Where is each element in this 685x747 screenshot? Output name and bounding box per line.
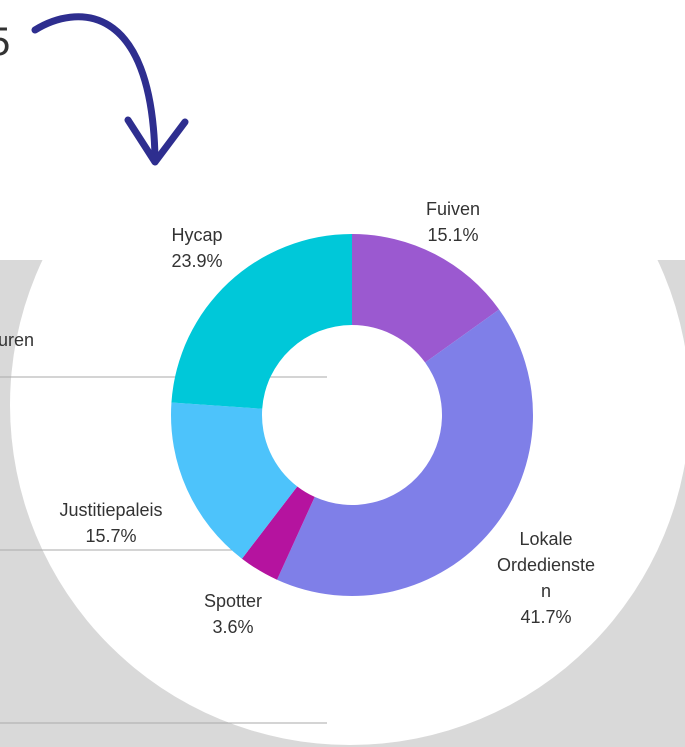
slice — [170, 402, 298, 559]
value-label: 15.7% — [85, 526, 137, 546]
cut-text: uren — [0, 330, 35, 350]
slice — [352, 234, 500, 363]
cut-text: 5 — [0, 18, 10, 66]
value-label: 41.7% — [520, 607, 572, 627]
slice — [171, 234, 352, 409]
value-label: 15.1% — [427, 225, 479, 245]
slice-label: Lokale Ordediensten 41.7% — [496, 526, 596, 630]
slice-label: Justitiepaleis 15.7% — [51, 497, 171, 549]
category-label: Lokale Ordediensten — [496, 529, 596, 601]
value-label: 3.6% — [212, 617, 254, 637]
arrow — [31, 13, 159, 162]
category-label: Spotter — [203, 591, 263, 611]
category-label: Fuiven — [425, 199, 481, 219]
slice-label: Fuiven 15.1% — [393, 196, 513, 248]
slice — [241, 486, 315, 580]
background-circle — [10, 65, 685, 745]
value-label: 23.9% — [171, 251, 223, 271]
slice-label: Spotter 3.6% — [173, 588, 293, 640]
slice — [276, 309, 534, 597]
slice-label: Hycap 23.9% — [137, 222, 257, 274]
category-label: Hycap — [171, 225, 223, 245]
category-label: Justitiepaleis — [59, 500, 163, 520]
arrow-head — [124, 116, 189, 166]
